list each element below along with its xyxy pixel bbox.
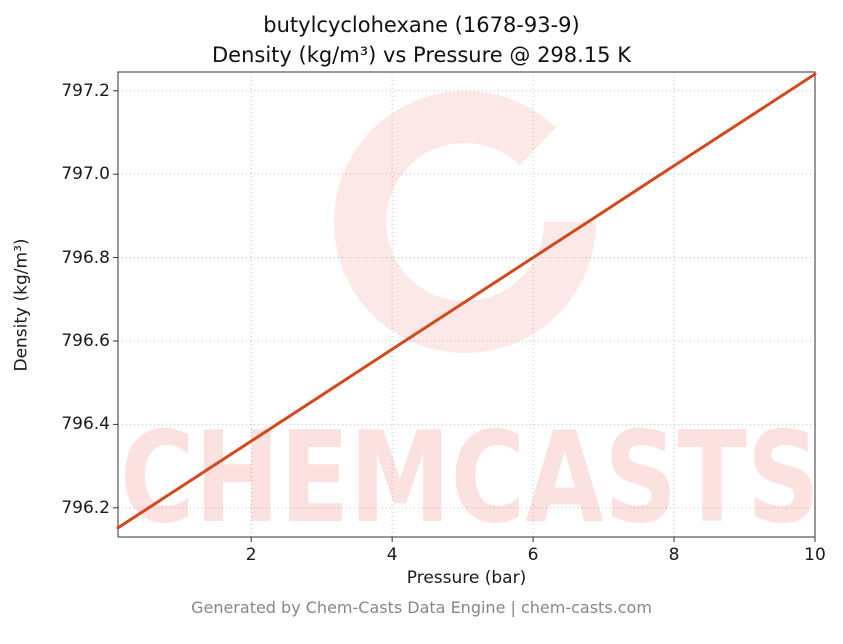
y-tick-label: 796.8 bbox=[61, 247, 110, 268]
y-axis-label-box: Density (kg/m³) bbox=[0, 72, 44, 537]
y-axis-label: Density (kg/m³) bbox=[12, 237, 33, 372]
chart-title-line1: butylcyclohexane (1678-93-9) bbox=[263, 13, 580, 37]
watermark-text: CHEMCASTS bbox=[120, 404, 820, 551]
y-tick-label: 797.0 bbox=[61, 164, 110, 185]
chart-title-line2: Density (kg/m³) vs Pressure @ 298.15 K bbox=[211, 43, 631, 67]
plot-border bbox=[117, 71, 816, 538]
footer-attribution: Generated by Chem-Casts Data Engine | ch… bbox=[191, 598, 652, 617]
chart-title: butylcyclohexane (1678-93-9) Density (kg… bbox=[0, 10, 843, 70]
y-tick-label: 797.2 bbox=[61, 80, 110, 101]
x-tick-label: 4 bbox=[386, 545, 398, 565]
y-tick-label: 796.6 bbox=[61, 330, 110, 351]
y-tick-label: 796.4 bbox=[61, 414, 110, 435]
x-axis-label: Pressure (bar) bbox=[406, 568, 527, 588]
x-tick-label: 10 bbox=[804, 545, 826, 565]
watermark-logo-icon bbox=[334, 91, 596, 353]
y-tick-label: 796.2 bbox=[61, 497, 110, 518]
x-tick-label: 8 bbox=[668, 545, 680, 565]
data-line-density bbox=[116, 72, 817, 530]
x-tick-label: 2 bbox=[245, 545, 257, 565]
x-tick-label: 6 bbox=[527, 545, 539, 565]
